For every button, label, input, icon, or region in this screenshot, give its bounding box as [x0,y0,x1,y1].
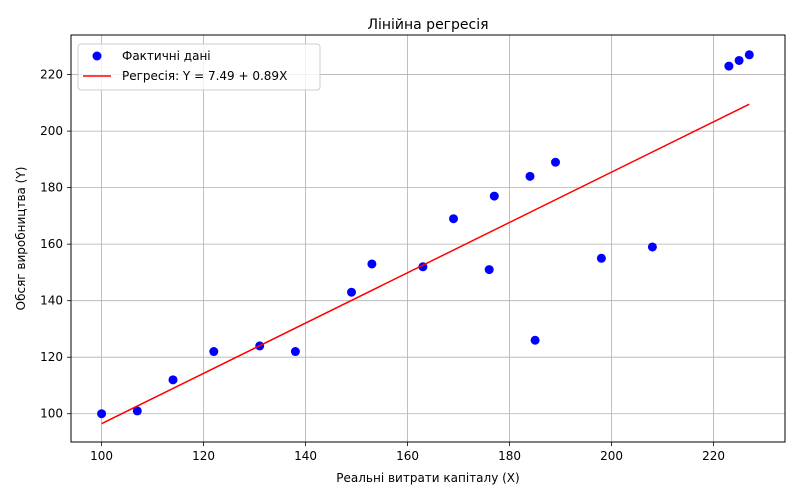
data-point [530,335,540,345]
x-tick-label: 160 [396,449,419,463]
y-tick-label: 220 [40,68,63,82]
y-tick-label: 200 [40,124,63,138]
y-tick-label: 160 [40,237,63,251]
data-point [551,157,560,167]
y-tick-label: 100 [40,407,63,421]
data-point [347,287,356,297]
x-tick-label: 140 [294,449,317,463]
y-tick-label: 120 [40,350,63,364]
data-point [724,61,734,71]
x-axis-title: Реальні витрати капіталу (X) [336,471,519,485]
x-tick-label: 100 [90,449,113,463]
data-point [596,253,606,263]
legend-marker-scatter [92,51,102,61]
x-tick-label: 200 [600,449,623,463]
legend-box [77,43,321,91]
x-tick-label: 180 [498,449,521,463]
data-point [97,409,107,419]
data-point [525,171,535,181]
y-tick-label: 140 [40,294,63,308]
data-point [484,265,494,275]
data-point [209,347,219,357]
data-point [168,375,178,385]
data-point [367,259,377,269]
ticks: 100 120 140 160 180 200 220 100 120 140 160 180 200 2… [40,68,725,463]
regression-line [101,103,750,425]
legend-label-scatter: Фактичні дані [122,49,211,63]
chart-title: Лінійна регресія [367,17,488,33]
data-point [647,242,657,252]
data-point [734,55,744,65]
legend: Фактичні дані Регресія: Y = 7.49 + 0.89X [77,43,321,91]
data-point [290,347,300,357]
plot-frame [70,34,786,443]
data-point [744,50,754,60]
data-point [489,191,499,201]
y-axis-title: Обсяг виробництва (Y) [14,167,28,311]
x-tick-label: 220 [702,449,725,463]
data-point [449,214,458,224]
y-tick-label: 180 [40,181,63,195]
legend-label-regression: Регресія: Y = 7.49 + 0.89X [122,69,287,83]
series-layer [97,50,754,425]
x-tick-label: 120 [192,449,215,463]
grid [71,35,785,442]
data-point [132,406,142,416]
